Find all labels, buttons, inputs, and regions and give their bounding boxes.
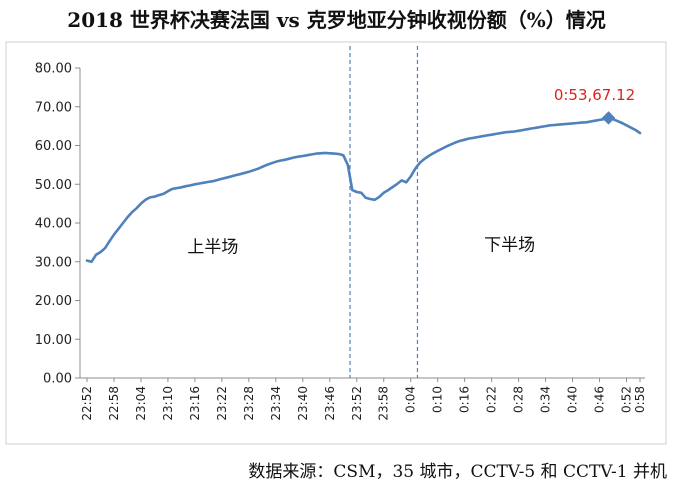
x-tick-label: 0:58	[633, 386, 647, 413]
x-axis: 22:52 22:58 23:04 23:10 23:16 23:22 23:28 23:34…	[80, 377, 647, 421]
x-tick-label: 0:10	[431, 386, 445, 413]
x-tick-label: 23:58	[377, 386, 391, 421]
x-tick-label: 22:52	[80, 386, 94, 421]
x-tick-label: 0:34	[539, 386, 553, 413]
x-tick-label: 23:34	[269, 386, 283, 421]
chart-frame	[5, 41, 667, 445]
y-tick-label: 10.00	[35, 333, 72, 348]
x-tick-label: 23:46	[323, 386, 337, 421]
y-tick-label: 70.00	[35, 100, 72, 115]
x-tick-label: 0:46	[593, 386, 607, 413]
half-label: 上半场	[187, 237, 238, 257]
y-tick-label: 50.00	[35, 178, 72, 193]
y-tick-label: 40.00	[35, 217, 72, 232]
x-tick-label: 23:40	[296, 386, 310, 421]
x-tick-label: 23:52	[350, 386, 364, 421]
series-group	[85, 116, 642, 264]
peak-marker	[601, 111, 616, 125]
half-dividers	[349, 46, 419, 378]
half-label: 下半场	[484, 235, 535, 255]
y-tick-label: 60.00	[35, 139, 72, 154]
share-series-line	[85, 116, 642, 264]
y-tick-label: 30.00	[35, 255, 72, 270]
y-tick-label: 20.00	[35, 294, 72, 309]
x-tick-label: 0:16	[458, 386, 472, 413]
x-tick-label: 23:28	[242, 386, 256, 421]
chart-title: 2018 世界杯决赛法国 vs 克罗地亚分钟收视份额（%）情况	[67, 8, 606, 32]
x-tick-label: 0:40	[566, 386, 580, 413]
x-tick-label: 0:04	[404, 386, 418, 413]
x-tick-label: 0:52	[620, 386, 634, 413]
y-axis: 0.00 10.00 20.00 30.00 40.00 50.00 60.00 70.00 8…	[35, 62, 81, 387]
x-tick-label: 23:10	[161, 386, 175, 421]
x-tick-label: 23:16	[188, 386, 202, 421]
x-tick-label: 23:04	[134, 386, 148, 421]
annotations: 上半场 下半场 0:53,67.12	[187, 86, 635, 257]
x-tick-label: 23:22	[215, 386, 229, 421]
x-tick-label: 22:58	[107, 386, 121, 421]
x-tick-label: 0:28	[512, 386, 526, 413]
data-source-note: 数据来源：CSM，35 城市，CCTV-5 和 CCTV-1 并机	[248, 462, 667, 482]
y-tick-label: 0.00	[43, 372, 72, 387]
peak-label: 0:53,67.12	[554, 86, 635, 104]
x-tick-label: 0:22	[485, 386, 499, 413]
y-tick-label: 80.00	[35, 62, 72, 77]
